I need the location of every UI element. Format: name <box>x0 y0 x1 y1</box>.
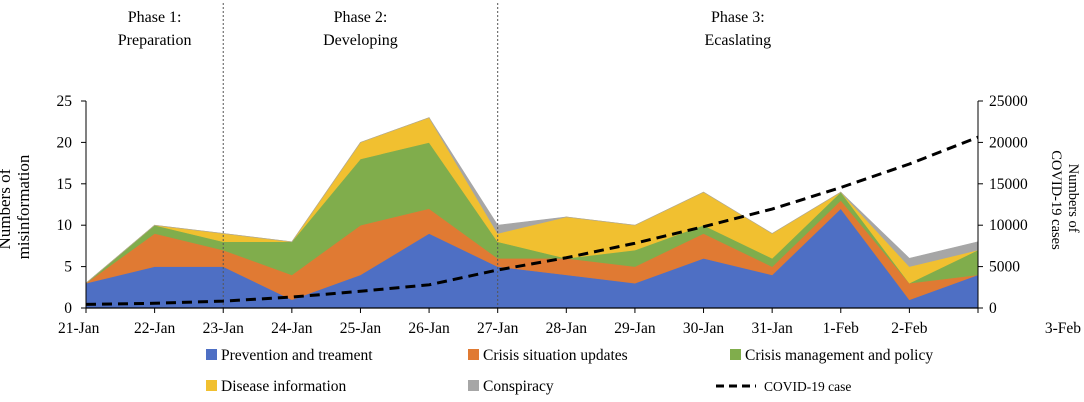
phase-1-name: Preparation <box>118 32 192 49</box>
right-tick-label: 10000 <box>989 217 1028 234</box>
legend-label-disease-information: Disease information <box>221 378 347 395</box>
phase-divider-layer <box>222 3 499 308</box>
x-tick-label: 1-Feb <box>823 320 859 337</box>
legend-swatch-disease-information <box>206 380 217 391</box>
x-tick-label: 29-Jan <box>614 320 656 337</box>
x-tick-label: 21-Jan <box>58 320 100 337</box>
x-tick-label: 22-Jan <box>134 320 176 337</box>
left-tick-label: 15 <box>57 176 73 193</box>
left-tick-label: 10 <box>57 217 73 234</box>
legend-label-conspiracy: Conspiracy <box>483 378 554 395</box>
x-tick-label: 26-Jan <box>408 320 450 337</box>
left-axis-label: Numbers of misinformation <box>0 154 33 259</box>
x-tick-label: 31-Jan <box>751 320 793 337</box>
right-tick-label: 5000 <box>989 259 1020 276</box>
left-axis-label-line1: Numbers of <box>0 168 14 249</box>
left-tick-label: 20 <box>57 134 73 151</box>
left-tick-label: 25 <box>57 93 73 110</box>
right-axis-label-line1: Numbers of <box>1065 164 1081 233</box>
left-tick-label: 5 <box>64 259 72 276</box>
x-tick-label: 23-Jan <box>203 320 245 337</box>
legend-label-crisis-situation-updates: Crisis situation updates <box>483 347 628 364</box>
phase-1-title: Phase 1: <box>128 9 182 26</box>
right-tick-label: 20000 <box>989 134 1028 151</box>
x-tick-label: 28-Jan <box>546 320 588 337</box>
phase-2-name: Developing <box>323 32 398 49</box>
legend-swatch-crisis-situation-updates <box>468 349 479 360</box>
legend-swatch-crisis-management-and-policy <box>730 349 741 360</box>
x-tick-label: 2-Feb <box>891 320 927 337</box>
x-tick-label: 24-Jan <box>271 320 313 337</box>
x-tick-label: 3-Feb <box>1045 320 1081 337</box>
phase-label-layer: Phase 1: Preparation Phase 2: Developing Pha… <box>118 9 771 49</box>
x-tick-label: 27-Jan <box>477 320 519 337</box>
right-tick-label: 15000 <box>989 176 1028 193</box>
legend-swatch-conspiracy <box>468 380 479 391</box>
tick-layer: 0 5 10 15 20 25 0 5000 10000 15000 20000 25000 21-Ja… <box>57 93 1082 337</box>
legend-label-crisis-management-and-policy: Crisis management and policy <box>745 347 933 364</box>
legend-label-prevention-and-treament: Prevention and treament <box>221 347 373 364</box>
x-tick-label: 30-Jan <box>683 320 725 337</box>
left-axis-label-line2: misinformation <box>14 154 33 259</box>
right-tick-label: 0 <box>989 300 997 317</box>
covid-case-line <box>85 135 979 306</box>
legend: Prevention and treament Crisis situation … <box>206 347 933 395</box>
area-layer <box>85 117 979 309</box>
right-tick-label: 25000 <box>989 93 1028 110</box>
phase-3-title: Phase 3: <box>711 9 765 26</box>
phase-3-name: Ecaslating <box>705 32 772 49</box>
right-axis-label: Numbers of COVID-19 cases <box>1048 150 1081 250</box>
right-axis-label-line2: COVID-19 cases <box>1048 150 1064 250</box>
left-tick-label: 0 <box>64 300 72 317</box>
x-tick-label: 25-Jan <box>340 320 382 337</box>
phase-2-title: Phase 2: <box>334 9 388 26</box>
legend-swatch-prevention-and-treament <box>206 349 217 360</box>
covid-line-layer <box>85 135 979 306</box>
legend-label-covid-19-case: COVID-19 case <box>764 379 851 394</box>
